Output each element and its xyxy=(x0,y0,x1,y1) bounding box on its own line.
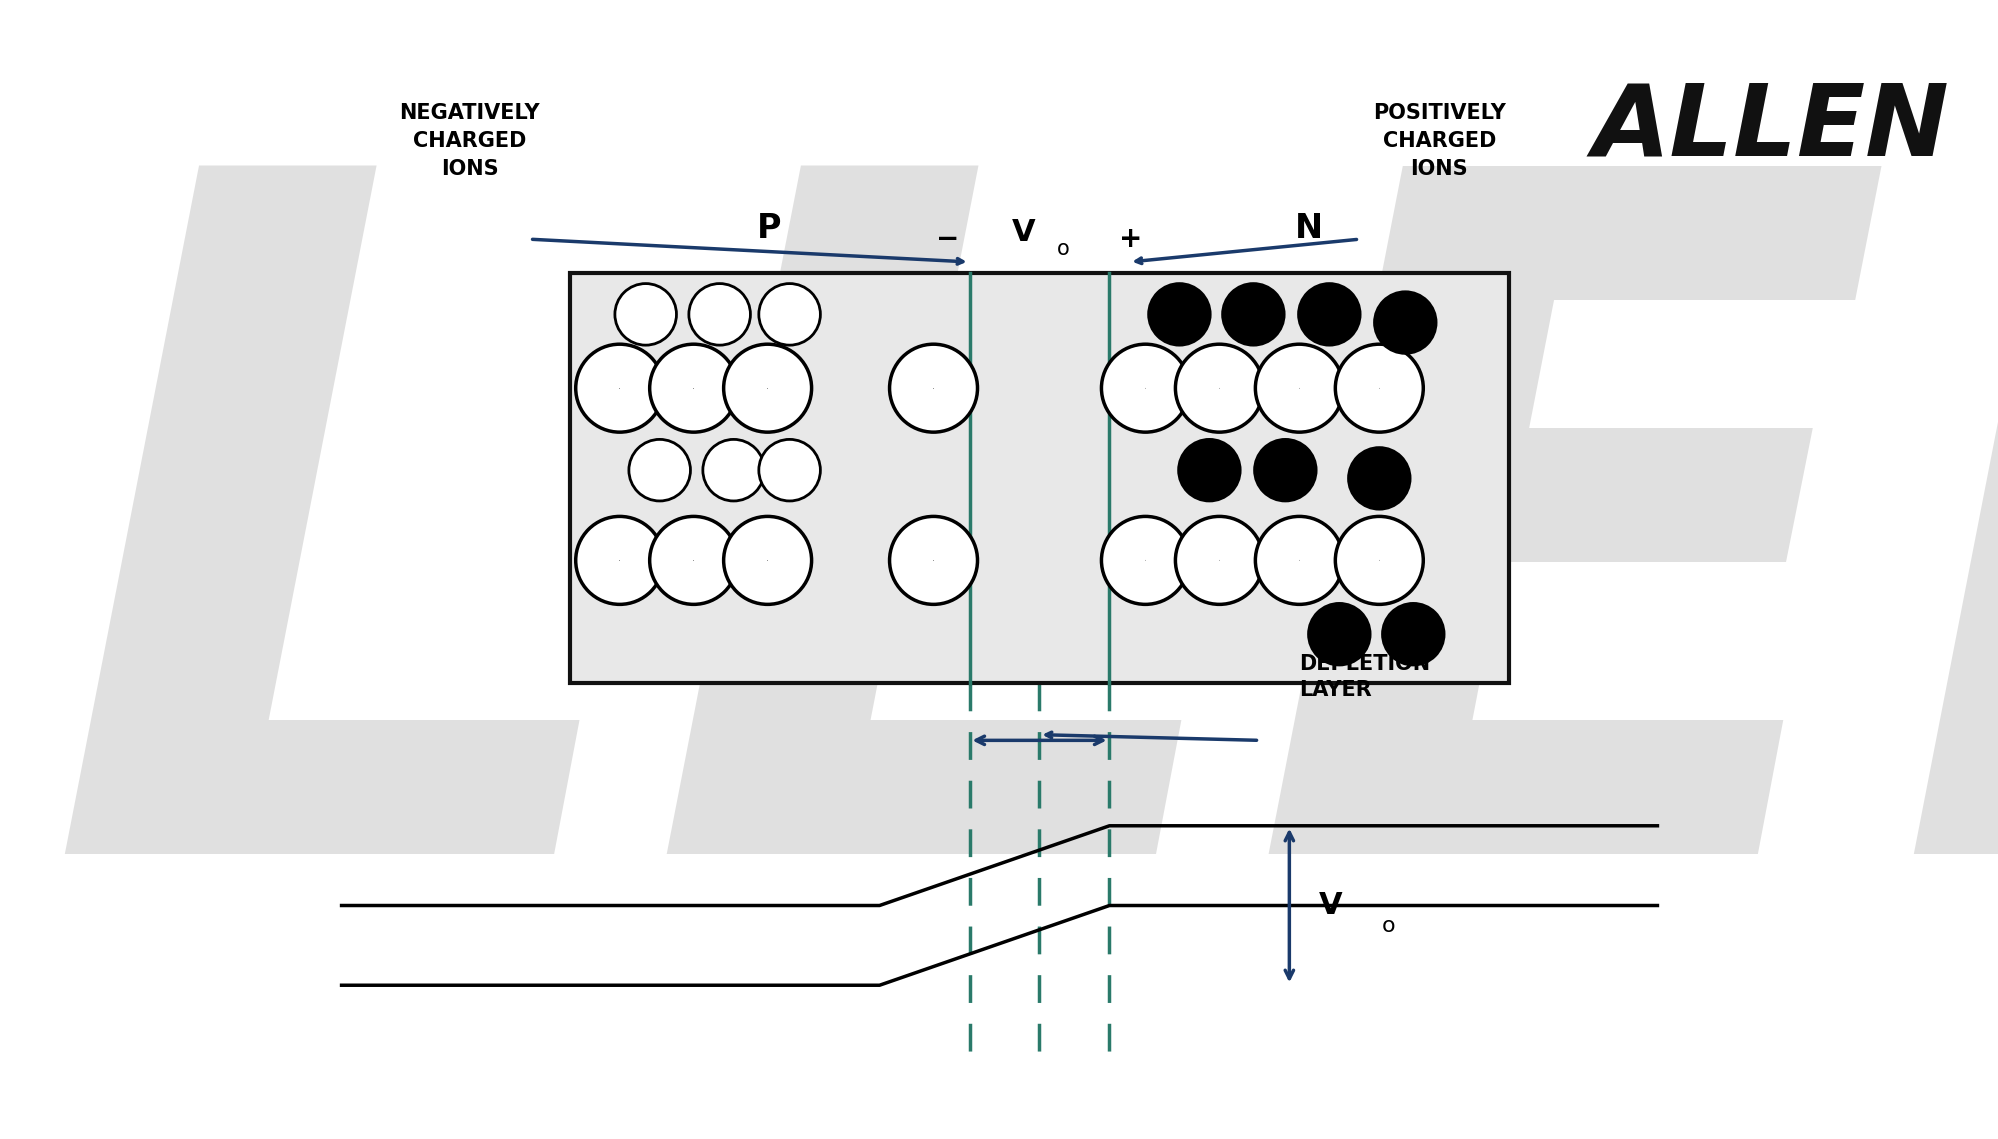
Text: +: + xyxy=(1119,224,1143,253)
Text: POSITIVELY
CHARGED
IONS: POSITIVELY CHARGED IONS xyxy=(1373,103,1504,179)
Circle shape xyxy=(1175,344,1263,432)
Circle shape xyxy=(723,344,811,432)
Circle shape xyxy=(1375,292,1435,353)
Circle shape xyxy=(615,284,675,345)
Circle shape xyxy=(759,440,819,501)
Circle shape xyxy=(1223,284,1283,345)
Circle shape xyxy=(689,284,749,345)
Text: V: V xyxy=(1011,219,1035,247)
Circle shape xyxy=(1255,344,1343,432)
Text: ALLEN: ALLEN xyxy=(0,136,1998,1049)
Circle shape xyxy=(1309,604,1369,665)
Circle shape xyxy=(1335,344,1423,432)
Circle shape xyxy=(1299,284,1359,345)
Text: o: o xyxy=(1381,916,1395,936)
Bar xyxy=(569,273,1508,683)
Circle shape xyxy=(759,284,819,345)
Circle shape xyxy=(575,516,663,605)
Text: ALLEN: ALLEN xyxy=(1590,80,1948,177)
Circle shape xyxy=(1255,440,1315,501)
Circle shape xyxy=(649,344,737,432)
Circle shape xyxy=(1383,604,1443,665)
Text: NEGATIVELY
CHARGED
IONS: NEGATIVELY CHARGED IONS xyxy=(400,103,539,179)
Circle shape xyxy=(723,516,811,605)
Circle shape xyxy=(889,516,977,605)
Circle shape xyxy=(575,344,663,432)
Circle shape xyxy=(703,440,763,501)
Text: o: o xyxy=(1057,238,1069,259)
Circle shape xyxy=(1179,440,1239,501)
Text: −: − xyxy=(935,224,959,253)
Text: V: V xyxy=(1319,891,1343,920)
Circle shape xyxy=(1175,516,1263,605)
Circle shape xyxy=(1255,516,1343,605)
Text: N: N xyxy=(1295,212,1323,245)
Circle shape xyxy=(649,516,737,605)
Text: P: P xyxy=(757,212,781,245)
Circle shape xyxy=(629,440,689,501)
Circle shape xyxy=(1101,344,1189,432)
Circle shape xyxy=(889,344,977,432)
Circle shape xyxy=(1349,448,1409,509)
Circle shape xyxy=(1149,284,1209,345)
Circle shape xyxy=(1335,516,1423,605)
Circle shape xyxy=(1101,516,1189,605)
Text: DEPLETION
LAYER: DEPLETION LAYER xyxy=(1299,654,1431,700)
